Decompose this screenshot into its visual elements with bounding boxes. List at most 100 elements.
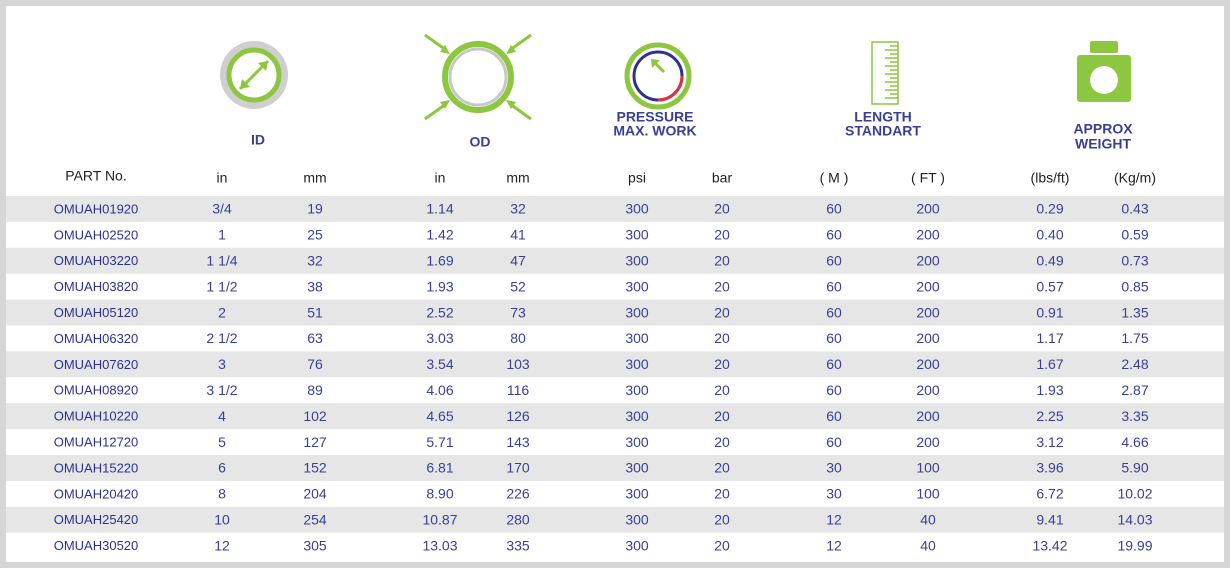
cell: 0.73: [1121, 252, 1148, 268]
cell: 300: [625, 304, 649, 320]
group-label: ID: [251, 132, 265, 148]
cell: 300: [625, 356, 649, 372]
group-label: MAX. WORK: [613, 123, 696, 139]
cell: 1.42: [426, 227, 453, 243]
cell: 60: [826, 278, 842, 294]
cell: 40: [920, 537, 936, 553]
row-stripe: [6, 455, 1224, 481]
unit-header: ( M ): [820, 170, 849, 186]
cell: 143: [506, 434, 530, 450]
cell: 200: [916, 304, 940, 320]
cell: 300: [625, 227, 649, 243]
part-number: OMUAH06320: [54, 331, 139, 346]
row-stripe: [6, 351, 1224, 378]
cell: 2.87: [1121, 382, 1148, 398]
cell: 200: [916, 201, 940, 217]
cell: 102: [303, 408, 327, 424]
cell: 0.43: [1121, 201, 1148, 217]
cell: 30: [826, 486, 842, 502]
cell: 20: [714, 201, 730, 217]
cell: 3.12: [1036, 434, 1063, 450]
cell: 1.69: [426, 252, 453, 268]
group-label: PRESSURE: [616, 109, 693, 125]
group-label: STANDART: [845, 123, 921, 139]
cell: 20: [714, 356, 730, 372]
cell: 73: [510, 304, 526, 320]
cell: 300: [625, 278, 649, 294]
cell: 305: [303, 537, 327, 553]
cell: 60: [826, 408, 842, 424]
cell: 3.54: [426, 356, 453, 372]
cell: 13.42: [1032, 537, 1067, 553]
cell: 12: [214, 537, 230, 553]
cell: 1 1/4: [206, 252, 237, 268]
cell: 1 1/2: [206, 278, 237, 294]
cell: 1.35: [1121, 304, 1148, 320]
cell: 2: [218, 304, 226, 320]
cell: 60: [826, 201, 842, 217]
cell: 12: [826, 511, 842, 527]
cell: 254: [303, 511, 327, 527]
cell: 1.14: [426, 201, 453, 217]
cell: 47: [510, 252, 526, 268]
cell: 0.29: [1036, 201, 1063, 217]
unit-header: bar: [712, 170, 733, 186]
cell: 60: [826, 252, 842, 268]
cell: 76: [307, 356, 323, 372]
cell: 20: [714, 227, 730, 243]
group-label: LENGTH: [854, 109, 912, 125]
cell: 1: [218, 227, 226, 243]
cell: 200: [916, 252, 940, 268]
cell: 335: [506, 537, 530, 553]
cell: 1.93: [1036, 382, 1063, 398]
row-stripe: [6, 247, 1224, 274]
cell: 300: [625, 460, 649, 476]
cell: 127: [303, 434, 327, 450]
part-number: OMUAH01920: [54, 201, 139, 216]
cell: 20: [714, 330, 730, 346]
cell: 0.59: [1121, 227, 1148, 243]
cell: 60: [826, 356, 842, 372]
group-label: OD: [470, 134, 491, 150]
group-label: APPROX: [1073, 121, 1133, 137]
cell: 89: [307, 382, 323, 398]
row-stripe: [6, 196, 1224, 222]
cell: 25: [307, 227, 323, 243]
cell: 8: [218, 486, 226, 502]
cell: 51: [307, 304, 323, 320]
part-number: OMUAH25420: [54, 512, 139, 527]
cell: 40: [920, 511, 936, 527]
cell: 0.49: [1036, 252, 1063, 268]
unit-header: (Kg/m): [1114, 170, 1156, 186]
cell: 170: [506, 460, 530, 476]
cell: 14.03: [1117, 511, 1152, 527]
cell: 2 1/2: [206, 330, 237, 346]
cell: 1.93: [426, 278, 453, 294]
cell: 20: [714, 382, 730, 398]
unit-header: mm: [506, 170, 529, 186]
cell: 60: [826, 330, 842, 346]
cell: 9.41: [1036, 511, 1063, 527]
cell: 19: [307, 201, 323, 217]
row-stripe: [6, 403, 1224, 430]
cell: 226: [506, 486, 530, 502]
cell: 12: [826, 537, 842, 553]
part-number: OMUAH30520: [54, 538, 139, 553]
id-icon: [220, 41, 288, 109]
unit-header: (lbs/ft): [1031, 170, 1070, 186]
cell: 200: [916, 356, 940, 372]
cell: 38: [307, 278, 323, 294]
cell: 5.71: [426, 434, 453, 450]
cell: 300: [625, 252, 649, 268]
cell: 20: [714, 304, 730, 320]
cell: 20: [714, 408, 730, 424]
cell: 0.57: [1036, 278, 1063, 294]
cell: 60: [826, 434, 842, 450]
cell: 103: [506, 356, 530, 372]
part-number: OMUAH12720: [54, 434, 139, 449]
cell: 300: [625, 201, 649, 217]
cell: 3/4: [212, 201, 232, 217]
cell: 152: [303, 460, 327, 476]
cell: 30: [826, 460, 842, 476]
cell: 2.52: [426, 304, 453, 320]
